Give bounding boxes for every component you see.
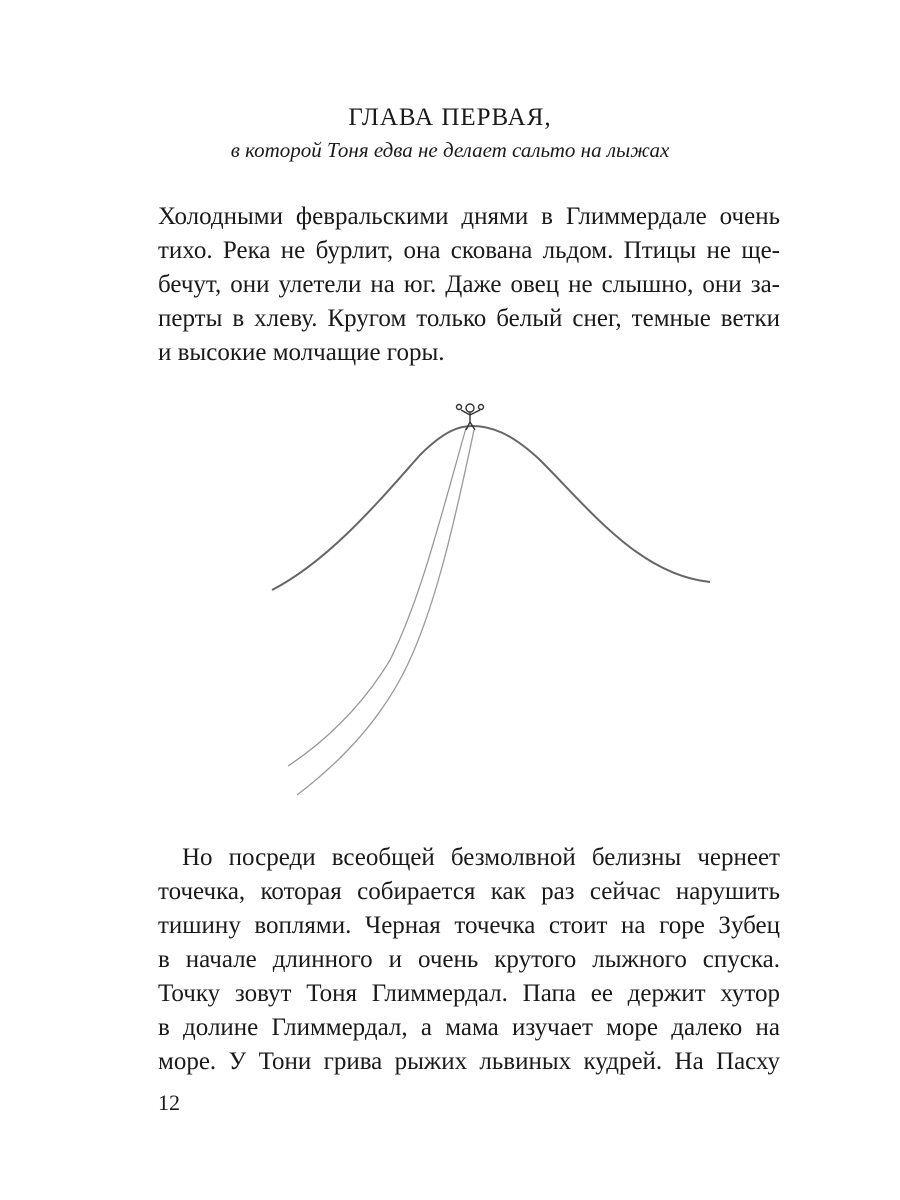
- text-line: бечут, они улетели на юг. Даже овец не с…: [158, 271, 780, 298]
- text-line: в долине Глиммердал, а мама изучает море…: [158, 1014, 780, 1041]
- ski-track-right: [296, 429, 475, 796]
- text-line: тишину воплями. Черная точечка стоит на …: [158, 912, 780, 939]
- paragraph-2: Но посреди всеобщей безмолвной белизны ч…: [158, 841, 780, 1079]
- chapter-subtitle: в которой Тоня едва не делает сальто на …: [230, 138, 670, 162]
- text-line: Точку зовут Тоня Глиммердал. Папа ее дер…: [158, 980, 780, 1007]
- paragraph-1: Холодными февральскими днями в Глиммерда…: [158, 200, 780, 370]
- text-line: в начале длинного и очень крутого лыжног…: [158, 946, 780, 973]
- text-line: и высокие молчащие горы.: [158, 339, 445, 366]
- page-number: 12: [158, 1090, 180, 1115]
- hill-outline: [271, 424, 711, 591]
- text-line: точечка, которая собирается как раз сейч…: [158, 878, 780, 905]
- chapter-title: ГЛАВА ПЕРВАЯ,: [348, 104, 552, 131]
- skier-figure: [455, 403, 485, 431]
- text-line: перты в хлеву. Кругом только белый снег,…: [158, 305, 780, 332]
- text-line: Холодными февральскими днями в Глиммерда…: [158, 203, 780, 230]
- ski-track-left: [287, 427, 467, 767]
- text-line: Но посреди всеобщей безмолвной белизны ч…: [182, 844, 780, 871]
- text-line: тихо. Река не бурлит, она скована льдом.…: [158, 237, 780, 264]
- text-line: море. У Тони грива рыжих львиных кудрей.…: [158, 1048, 780, 1075]
